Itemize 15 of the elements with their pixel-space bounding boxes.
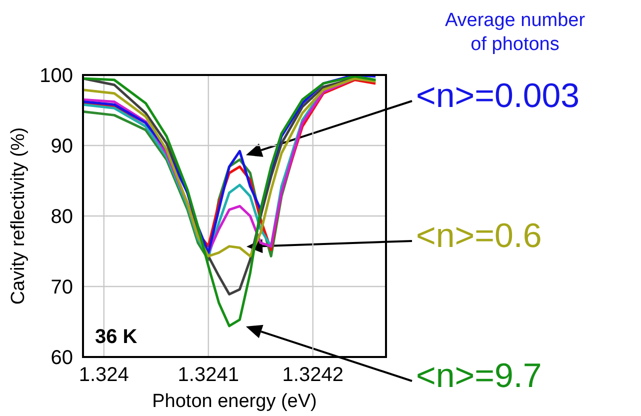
x-tick-label: 1.3242 bbox=[282, 364, 344, 386]
x-tick-label: 1.324 bbox=[78, 364, 129, 386]
legend-title: Average number of photons bbox=[444, 10, 586, 55]
y-tick-label: 100 bbox=[40, 65, 73, 88]
annotation: 36 K bbox=[95, 326, 138, 348]
y-tick-label: 80 bbox=[50, 206, 73, 228]
series-label: <n>=0.003 bbox=[416, 77, 580, 115]
y-tick-label: 70 bbox=[50, 276, 73, 299]
x-tick-label: 1.3241 bbox=[178, 364, 239, 386]
text: <n>=9.7 bbox=[416, 357, 542, 395]
y-tick-label: 60 bbox=[50, 347, 73, 370]
x-axis-title: Photon energy (eV) bbox=[152, 391, 317, 412]
y-axis-title: Cavity reflectivity (%) bbox=[8, 127, 29, 305]
y-tick-label: 90 bbox=[50, 136, 73, 158]
text: <n>=0.6 bbox=[416, 217, 542, 255]
